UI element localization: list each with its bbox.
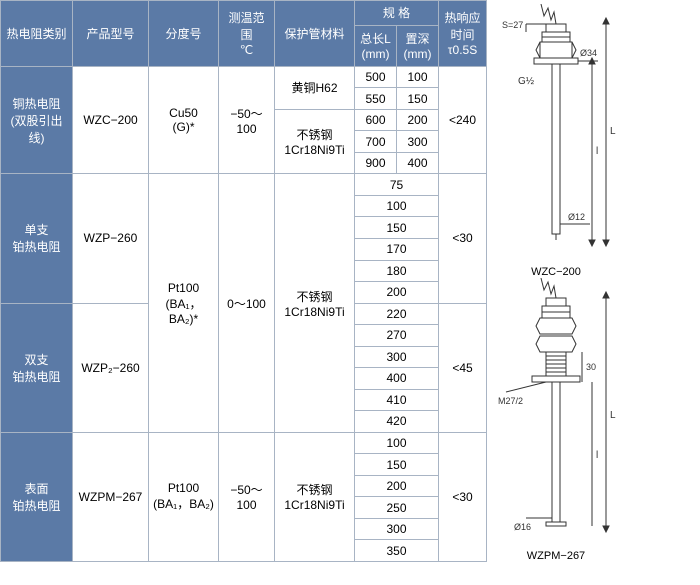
cell-depth: 100 [397, 66, 439, 88]
cell-len: 150 [355, 454, 439, 476]
diagram-label-2: WZPM−267 [495, 550, 617, 562]
mat-r4: 不锈钢 1Cr18Ni9Ti [275, 432, 355, 561]
cell-len: 400 [355, 368, 439, 390]
hdr-spec: 规 格 [355, 1, 439, 26]
probe-diagram-wzpm267: 30 L l M27/2 Ø16 [496, 278, 616, 548]
hdr-temp: 测温范围 ℃ [219, 1, 275, 67]
model-r4: WZPM−267 [73, 432, 149, 561]
cell-len: 220 [355, 303, 439, 325]
cell-len: 100 [355, 432, 439, 454]
cell-len: 180 [355, 260, 439, 282]
svg-text:l: l [596, 146, 598, 157]
temp-r23: 0～100 [219, 174, 275, 432]
dim-30: 30 [586, 362, 596, 372]
cell-len: 250 [355, 497, 439, 519]
cell-len: 420 [355, 411, 439, 433]
dim-dia16: Ø16 [514, 522, 531, 532]
resp-r3: <45 [439, 303, 487, 432]
table-row: 表面 铂热电阻 WZPM−267 Pt100 (BA₁，BA₂) −50～100… [1, 432, 487, 454]
diagram-label-1: WZC−200 [495, 266, 617, 278]
cell-len: 700 [355, 131, 397, 153]
svg-text:l: l [596, 450, 598, 461]
spec-table: 热电阻类别 产品型号 分度号 测温范围 ℃ 保护管材料 规 格 热响应 时间 τ… [0, 0, 487, 562]
svg-text:L: L [610, 410, 616, 421]
cell-len: 300 [355, 346, 439, 368]
cell-len: 100 [355, 195, 439, 217]
grad-r23: Pt100 (BA₁，BA₂)* [149, 174, 219, 432]
hdr-total-len: 总长L (mm) [355, 25, 397, 66]
hdr-response: 热响应 时间 τ0.5S [439, 1, 487, 67]
diagram-column: S=27 G½ L l Ø34 Ø12 WZC−200 [487, 0, 617, 562]
model-r3: WZP₂−260 [73, 303, 149, 432]
cell-len: 200 [355, 475, 439, 497]
cell-depth: 200 [397, 109, 439, 131]
header-row-1: 热电阻类别 产品型号 分度号 测温范围 ℃ 保护管材料 规 格 热响应 时间 τ… [1, 1, 487, 26]
cat-double-pt: 双支 铂热电阻 [1, 303, 73, 432]
resp-r2: <30 [439, 174, 487, 303]
cell-depth: 300 [397, 131, 439, 153]
cell-len: 500 [355, 66, 397, 88]
table-row: 单支 铂热电阻 WZP−260 Pt100 (BA₁，BA₂)* 0～100 不… [1, 174, 487, 196]
temp-r1: −50～100 [219, 66, 275, 174]
grad-r4: Pt100 (BA₁，BA₂) [149, 432, 219, 561]
cell-len: 75 [355, 174, 439, 196]
model-r1: WZC−200 [73, 66, 149, 174]
mat-r1b: 不锈钢 1Cr18Ni9Ti [275, 109, 355, 174]
dim-dia34: Ø34 [580, 48, 597, 58]
cell-len: 900 [355, 152, 397, 174]
mat-r1a: 黄铜H62 [275, 66, 355, 109]
cell-depth: 150 [397, 88, 439, 110]
cat-copper: 铜热电阻 (双股引出线) [1, 66, 73, 174]
resp-r1: <240 [439, 66, 487, 174]
hdr-graduation: 分度号 [149, 1, 219, 67]
dim-dia12: Ø12 [568, 212, 585, 222]
probe-diagram-wzc200: S=27 G½ L l Ø34 Ø12 [496, 4, 616, 264]
grad-r1: Cu50 (G)* [149, 66, 219, 174]
cell-len: 200 [355, 282, 439, 304]
cell-len: 300 [355, 518, 439, 540]
cell-len: 270 [355, 325, 439, 347]
cell-len: 410 [355, 389, 439, 411]
cat-single-pt: 单支 铂热电阻 [1, 174, 73, 303]
dim-m27: M27/2 [498, 396, 523, 406]
cell-len: 150 [355, 217, 439, 239]
dim-s: S=27 [502, 20, 523, 30]
cell-len: 600 [355, 109, 397, 131]
dim-g: G½ [518, 76, 535, 87]
hdr-model: 产品型号 [73, 1, 149, 67]
cell-len: 170 [355, 238, 439, 260]
cat-surface-pt: 表面 铂热电阻 [1, 432, 73, 561]
mat-r23: 不锈钢 1Cr18Ni9Ti [275, 174, 355, 432]
temp-r4: −50～100 [219, 432, 275, 561]
hdr-category: 热电阻类别 [1, 1, 73, 67]
cell-len: 350 [355, 540, 439, 562]
model-r2: WZP−260 [73, 174, 149, 303]
cell-depth: 400 [397, 152, 439, 174]
hdr-depth: 置深 (mm) [397, 25, 439, 66]
cell-len: 550 [355, 88, 397, 110]
resp-r4: <30 [439, 432, 487, 561]
svg-text:L: L [610, 126, 616, 137]
table-row: 铜热电阻 (双股引出线) WZC−200 Cu50 (G)* −50～100 黄… [1, 66, 487, 88]
hdr-protection: 保护管材料 [275, 1, 355, 67]
